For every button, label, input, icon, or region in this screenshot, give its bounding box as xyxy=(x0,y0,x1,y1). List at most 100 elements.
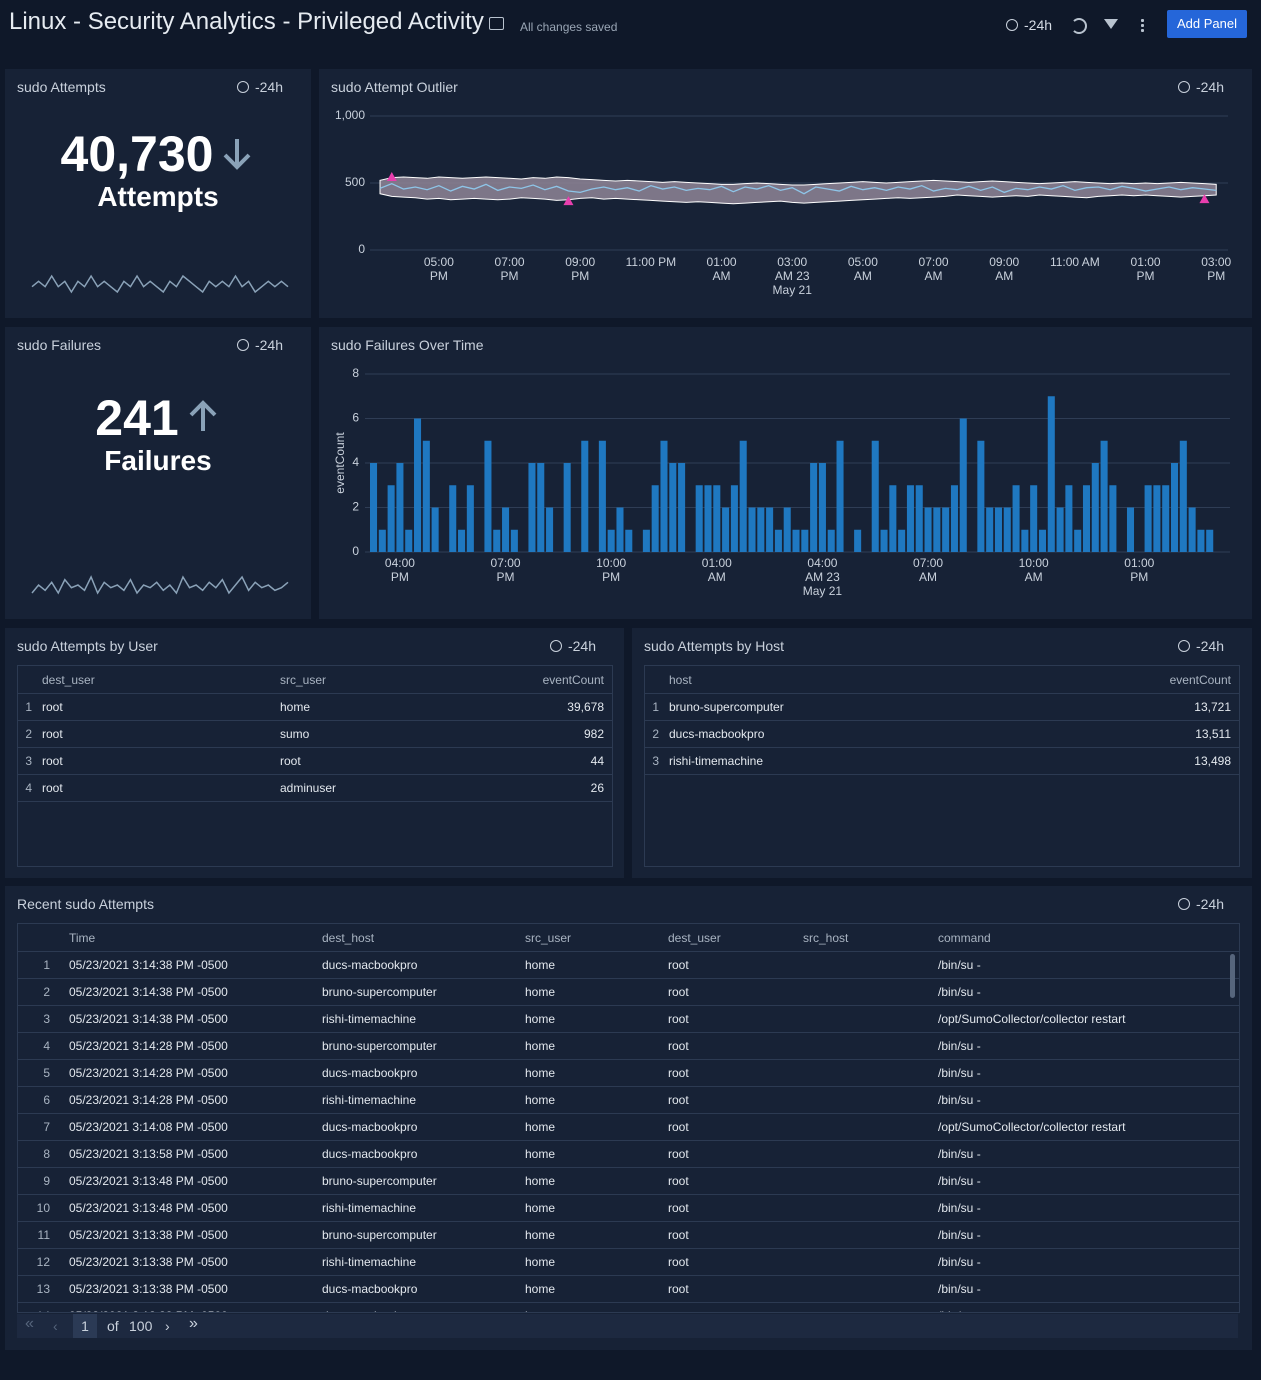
last-page[interactable]: » xyxy=(189,1315,198,1332)
bar xyxy=(748,507,756,552)
bar xyxy=(1170,463,1179,552)
sparkline xyxy=(31,575,289,595)
table-cell: home xyxy=(525,1039,556,1053)
bar xyxy=(598,440,606,552)
line xyxy=(379,182,1217,195)
table-cell: root xyxy=(668,1255,689,1269)
bar xyxy=(669,463,677,552)
bar xyxy=(378,529,386,552)
row-number: 1 xyxy=(25,700,32,714)
bar xyxy=(783,507,791,552)
table-cell: root xyxy=(668,1066,689,1080)
x-tick-label: 07:00 PM xyxy=(494,255,525,283)
panel-time-range: -24h xyxy=(1177,79,1224,95)
column-header: dest_user xyxy=(668,931,721,945)
add-panel-button[interactable]: Add Panel xyxy=(1167,10,1247,38)
table-cell: /bin/su - xyxy=(938,1147,981,1161)
table-cell: rishi-timemachine xyxy=(322,1255,417,1269)
menu-icon[interactable] xyxy=(1141,18,1144,32)
next-page[interactable]: › xyxy=(165,1318,170,1334)
bar xyxy=(810,463,818,552)
bar xyxy=(458,529,466,552)
row-line xyxy=(18,1302,1239,1303)
y-tick-label: 6 xyxy=(352,411,359,425)
panel-time-range: -24h xyxy=(549,638,596,654)
row-line xyxy=(18,720,612,721)
share-icon[interactable] xyxy=(489,17,504,30)
table-cell: 05/23/2021 3:14:28 PM -0500 xyxy=(69,1039,228,1053)
page-count: 100 xyxy=(129,1318,153,1334)
table-cell: ducs-macbookpro xyxy=(669,727,765,741)
table-cell: home xyxy=(280,700,311,714)
bar xyxy=(616,507,624,552)
bar xyxy=(1074,529,1082,552)
panel: sudo Attempt Outlier -24h 0 500 1,000 05:00 P… xyxy=(319,69,1252,318)
bar xyxy=(651,485,659,552)
column-header: eventCount xyxy=(1169,673,1231,687)
row-number: 9 xyxy=(43,1174,50,1188)
bar xyxy=(414,418,422,552)
x-tick-label: 01:00 PM xyxy=(1124,556,1155,584)
table-cell: 05/23/2021 3:13:38 PM -0500 xyxy=(69,1255,228,1269)
bar xyxy=(1179,440,1187,552)
table-cell: 05/23/2021 3:14:28 PM -0500 xyxy=(69,1066,228,1080)
time-range[interactable]: -24h xyxy=(1006,17,1052,33)
panel-time-range-text: -24h xyxy=(567,638,596,654)
table-cell: 05/23/2021 3:13:48 PM -0500 xyxy=(69,1174,228,1188)
page-of: of xyxy=(107,1318,119,1334)
row-number: 8 xyxy=(43,1147,50,1161)
bar xyxy=(1188,507,1196,552)
table-cell: adminuser xyxy=(280,781,337,795)
row-line xyxy=(18,1059,1239,1060)
bar xyxy=(977,440,985,552)
bar xyxy=(405,529,413,552)
bar xyxy=(502,507,510,552)
prev-page[interactable]: ‹ xyxy=(53,1318,58,1334)
bar xyxy=(484,440,492,552)
table-cell: root xyxy=(668,1201,689,1215)
row-line xyxy=(18,978,1239,979)
trend-arrow-path xyxy=(224,139,251,170)
x-tick-label: 10:00 AM xyxy=(1018,556,1049,584)
row-number: 6 xyxy=(43,1093,50,1107)
panel-time-range: -24h xyxy=(236,337,283,353)
table-cell: root xyxy=(42,727,63,741)
bar xyxy=(924,507,932,552)
table-cell: /bin/su - xyxy=(938,1093,981,1107)
x-tick-label: 05:00 AM xyxy=(847,255,878,283)
row-line xyxy=(18,1005,1239,1006)
table-cell: /bin/su - xyxy=(938,1174,981,1188)
bar xyxy=(792,529,800,552)
panel-title: sudo Failures xyxy=(17,337,102,353)
bar xyxy=(757,507,765,552)
bar xyxy=(1153,485,1161,552)
y-tick-label: 500 xyxy=(345,175,365,189)
bar xyxy=(801,529,809,552)
panel-time-range: -24h xyxy=(1177,896,1224,912)
bar xyxy=(695,485,703,552)
table-cell: 05/23/2021 3:14:38 PM -0500 xyxy=(69,985,228,999)
table-cell: home xyxy=(525,1012,556,1026)
table-cell: /bin/su - xyxy=(938,1309,981,1312)
bar xyxy=(607,529,615,552)
bar xyxy=(871,440,879,552)
refresh-icon[interactable] xyxy=(1071,18,1087,34)
bar xyxy=(1012,485,1020,552)
row-line xyxy=(18,1113,1239,1114)
row-number: 7 xyxy=(43,1120,50,1134)
panel-time-range: -24h xyxy=(1177,638,1224,654)
table-cell: rishi-timemachine xyxy=(322,1093,417,1107)
panel-title: sudo Attempt Outlier xyxy=(331,79,458,95)
bar xyxy=(1056,507,1064,552)
panel-title: sudo Attempts xyxy=(17,79,106,95)
row-number: 1 xyxy=(652,700,659,714)
single-value-row: 241 xyxy=(5,389,311,447)
filter-icon[interactable] xyxy=(1104,19,1118,29)
bar xyxy=(625,529,633,552)
bar xyxy=(959,418,967,552)
first-page[interactable]: « xyxy=(25,1315,34,1332)
table-cell: home xyxy=(525,1066,556,1080)
bar xyxy=(1082,485,1091,552)
single-value-unit: Attempts xyxy=(97,181,219,212)
